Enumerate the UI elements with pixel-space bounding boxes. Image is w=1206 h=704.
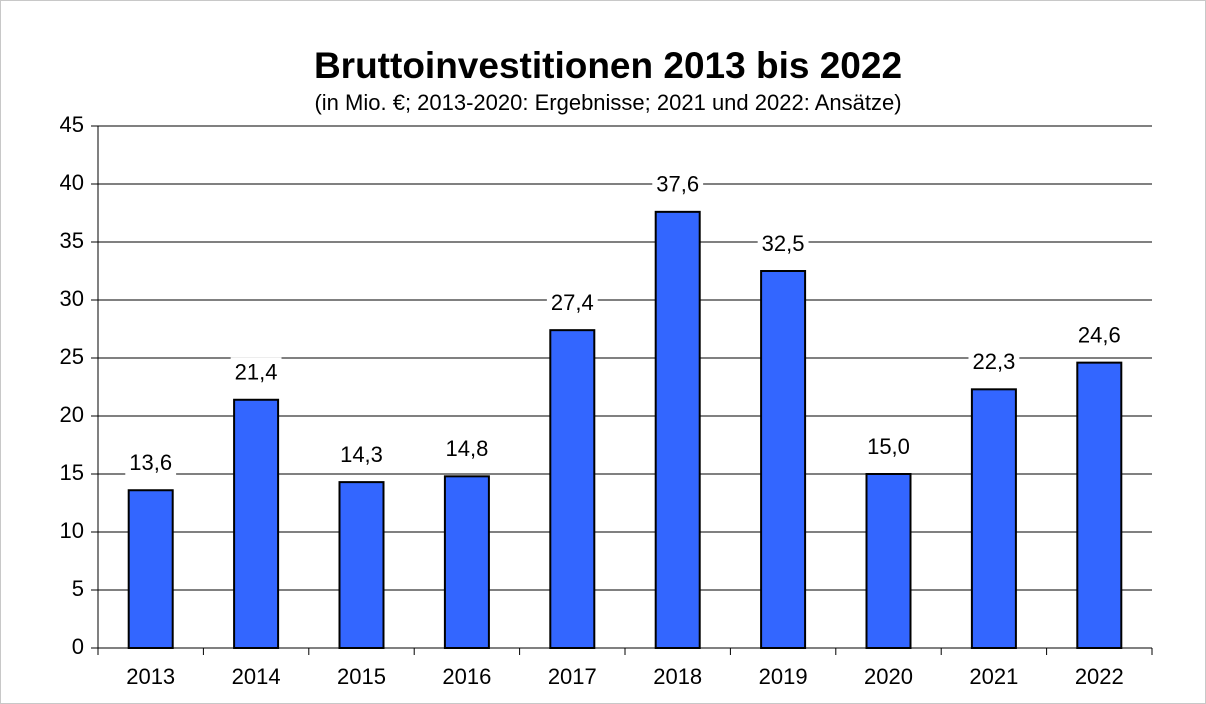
value-label: 24,6 (1078, 322, 1121, 347)
value-label: 13,6 (129, 450, 172, 475)
bar (1076, 361, 1123, 649)
y-tick-label: 30 (60, 286, 84, 311)
x-tick-label: 2016 (442, 664, 491, 689)
bar (233, 398, 280, 650)
value-label: 32,5 (762, 231, 805, 256)
value-label-bg (125, 448, 177, 478)
value-label-bg (1073, 320, 1125, 350)
y-tick-label: 20 (60, 402, 84, 427)
value-label: 22,3 (972, 349, 1015, 374)
bar (970, 388, 1017, 649)
x-tick-label: 2022 (1075, 664, 1124, 689)
value-label-bg (757, 228, 809, 258)
bar (127, 489, 174, 649)
value-label: 14,3 (340, 442, 383, 467)
x-tick-label: 2019 (759, 664, 808, 689)
bar (654, 210, 701, 649)
value-label-bg (441, 434, 493, 464)
y-tick-label: 40 (60, 170, 84, 195)
y-tick-label: 35 (60, 228, 84, 253)
y-tick-label: 25 (60, 344, 84, 369)
value-label: 14,8 (445, 436, 488, 461)
y-tick-label: 10 (60, 518, 84, 543)
chart-title: Bruttoinvestitionen 2013 bis 2022 (314, 45, 902, 86)
bar (338, 481, 385, 649)
x-tick-label: 2015 (337, 664, 386, 689)
bar (865, 473, 912, 649)
bar (549, 329, 596, 649)
value-label-bg (652, 169, 704, 199)
value-label-bg (968, 347, 1020, 377)
value-label-bg (863, 431, 914, 461)
y-tick-label: 0 (72, 634, 84, 659)
x-tick-label: 2017 (548, 664, 597, 689)
value-label: 15,0 (867, 434, 910, 459)
value-label-bg (230, 357, 282, 387)
chart-subtitle: (in Mio. €; 2013-2020: Ergebnisse; 2021 … (314, 90, 901, 115)
x-tick-label: 2014 (232, 664, 281, 689)
y-tick-label: 15 (60, 460, 84, 485)
value-label-bg (336, 439, 387, 469)
y-tick-label: 45 (60, 112, 84, 137)
x-tick-label: 2021 (969, 664, 1018, 689)
y-tick-label: 5 (72, 576, 84, 601)
x-tick-label: 2020 (864, 664, 913, 689)
x-tick-label: 2013 (126, 664, 175, 689)
x-tick-label: 2018 (653, 664, 702, 689)
value-label: 21,4 (235, 360, 278, 385)
value-label: 27,4 (551, 290, 594, 315)
value-label-bg (546, 287, 598, 317)
bar (443, 475, 490, 649)
bar (760, 270, 807, 649)
value-label: 37,6 (656, 172, 699, 197)
